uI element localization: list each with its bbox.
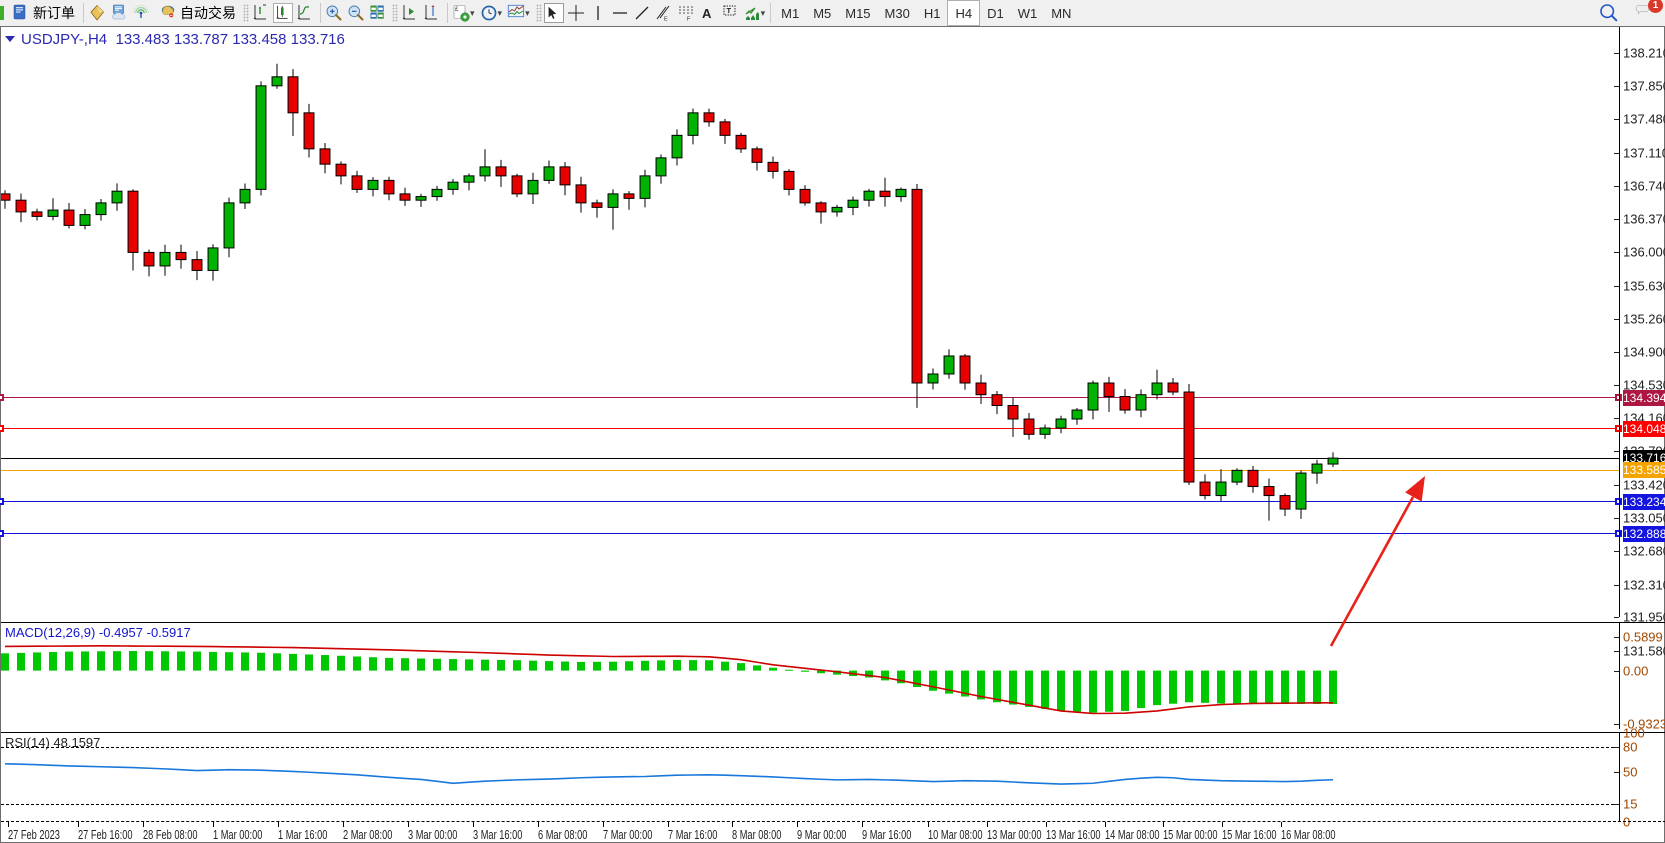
svg-text:F: F (687, 17, 691, 23)
svg-text:E: E (664, 17, 668, 23)
svg-text:T: T (726, 6, 731, 15)
svg-text:A: A (702, 6, 712, 21)
